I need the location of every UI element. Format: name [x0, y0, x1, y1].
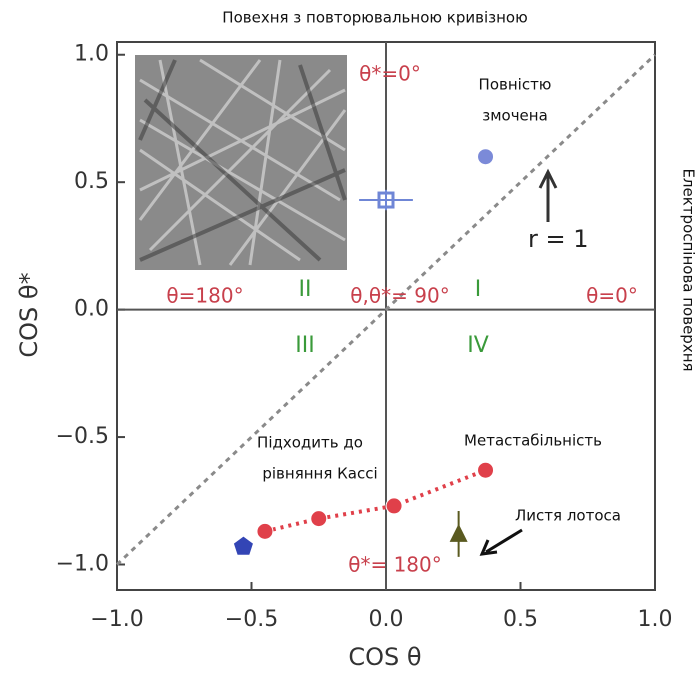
y-tick-label: 0.0	[74, 297, 109, 322]
r-arrow	[540, 172, 556, 222]
point	[234, 537, 253, 555]
point	[386, 498, 402, 514]
annotation: Листя лотоса	[515, 507, 621, 525]
annotation: Підходить до	[257, 434, 363, 452]
y-axis-label: COS θ*	[15, 272, 43, 357]
annotation: III	[295, 333, 314, 358]
annotation: змочена	[482, 107, 548, 125]
annotation: IV	[467, 333, 489, 358]
annotation: θ*=0°	[359, 62, 421, 86]
x-tick-label: −1.0	[90, 607, 143, 632]
annotation: Метастабільність	[464, 432, 602, 450]
annotation: θ,θ*= 90°	[350, 284, 449, 308]
x-tick-label: 0.0	[369, 607, 404, 632]
x-tick-label: 1.0	[638, 607, 673, 632]
y-tick-label: 0.5	[74, 169, 109, 194]
annotation: θ=0°	[586, 284, 638, 308]
inset-image	[135, 55, 347, 270]
point	[257, 523, 273, 539]
annotation: II	[299, 277, 312, 302]
x-tick-label: −0.5	[225, 607, 278, 632]
y-tick-label: −0.5	[56, 424, 109, 449]
annotation: θ=180°	[166, 284, 243, 308]
chart: Повехня з повторювальною кривізною Елект…	[0, 0, 699, 673]
y-tick-label: −1.0	[56, 552, 109, 577]
annotation: Повністю	[479, 76, 552, 94]
lotus-arrow	[482, 530, 522, 554]
annotation: I	[475, 277, 482, 302]
point	[478, 462, 494, 478]
y-tick-label: 1.0	[74, 42, 109, 67]
point	[450, 524, 468, 542]
annotation: рівняння Кассі	[262, 465, 377, 483]
point	[311, 511, 327, 527]
annotation: r = 1	[528, 225, 589, 253]
side-label: Електроспінова поверхня	[680, 168, 698, 371]
chart-title: Повехня з повторювальною кривізною	[222, 9, 527, 27]
point	[478, 149, 494, 165]
x-tick-label: 0.5	[503, 607, 538, 632]
annotation: θ*= 180°	[348, 553, 442, 577]
x-axis-label: COS θ	[348, 643, 421, 671]
